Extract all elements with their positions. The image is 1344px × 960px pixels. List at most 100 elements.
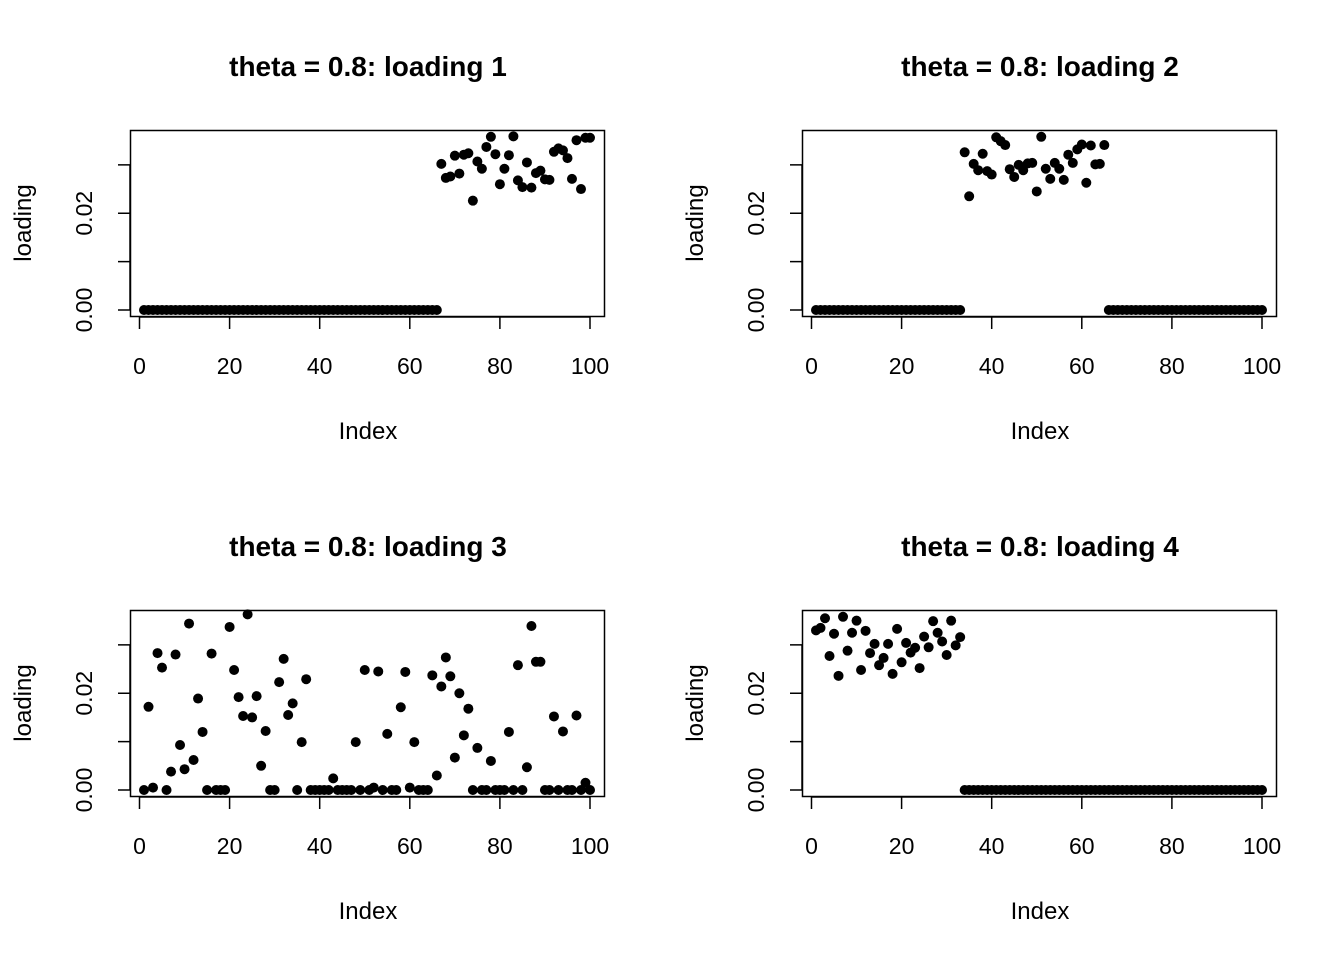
data-point xyxy=(932,627,943,638)
x-tick-label: 80 xyxy=(487,353,513,379)
data-point xyxy=(454,168,465,179)
data-point xyxy=(856,665,867,676)
data-point xyxy=(1031,186,1042,197)
data-point xyxy=(959,147,970,158)
y-axis-label: loading xyxy=(10,184,37,261)
x-tick-label: 0 xyxy=(805,833,818,859)
x-tick-label: 40 xyxy=(979,353,1005,379)
x-tick-label: 60 xyxy=(397,353,423,379)
data-point xyxy=(202,785,213,795)
data-point xyxy=(296,737,307,748)
data-point xyxy=(535,656,546,667)
data-point xyxy=(883,638,894,649)
data-point xyxy=(571,135,582,146)
data-point xyxy=(251,691,262,702)
data-point xyxy=(463,148,474,159)
x-tick-label: 80 xyxy=(1159,833,1185,859)
data-point xyxy=(256,760,267,771)
data-point xyxy=(941,650,952,661)
data-point xyxy=(481,141,492,152)
data-point xyxy=(463,703,474,714)
data-point xyxy=(287,698,298,709)
data-point xyxy=(467,785,478,795)
y-axis-label: loading xyxy=(682,664,709,741)
panel-title: theta = 0.8: loading 4 xyxy=(901,531,1179,562)
data-point xyxy=(373,666,384,677)
data-point xyxy=(508,131,519,142)
data-point xyxy=(436,681,447,692)
data-point xyxy=(269,785,280,795)
data-point xyxy=(517,785,528,795)
data-point xyxy=(833,670,844,681)
data-point xyxy=(521,762,532,773)
data-point xyxy=(887,668,898,679)
data-point xyxy=(557,726,568,737)
x-axis-label: Index xyxy=(1011,898,1070,925)
data-point xyxy=(323,785,334,795)
data-point xyxy=(1004,164,1015,175)
data-point xyxy=(1076,139,1087,150)
data-point xyxy=(503,726,514,737)
data-point xyxy=(557,145,568,156)
x-tick-label: 100 xyxy=(1243,353,1281,379)
data-point xyxy=(1000,140,1011,151)
data-point xyxy=(431,305,442,315)
data-point xyxy=(485,131,496,142)
x-tick-label: 40 xyxy=(307,353,333,379)
data-point xyxy=(977,148,988,159)
data-point xyxy=(139,785,149,795)
x-tick-label: 100 xyxy=(571,833,609,859)
data-point xyxy=(860,625,871,636)
x-tick-label: 80 xyxy=(487,833,513,859)
data-point xyxy=(842,645,853,656)
data-point xyxy=(1040,163,1051,174)
data-point xyxy=(580,777,591,788)
data-point xyxy=(575,184,586,195)
panel-loading-3: theta = 0.8: loading 3 0 20 40 60 80 100 0.00… xyxy=(10,531,609,925)
data-point xyxy=(148,782,159,793)
y-tick-label: 0.00 xyxy=(71,288,97,333)
y-tick-label: 0.00 xyxy=(71,768,97,813)
data-point xyxy=(350,737,361,748)
data-point xyxy=(548,711,559,722)
data-point xyxy=(1257,305,1267,315)
data-point xyxy=(197,726,208,737)
data-point xyxy=(517,182,528,193)
panel-loading-2: theta = 0.8: loading 2 0 20 40 60 80 100 0.00… xyxy=(682,51,1281,445)
data-point xyxy=(193,693,204,704)
data-point xyxy=(445,671,456,682)
data-point xyxy=(535,165,546,176)
data-point xyxy=(937,636,948,647)
y-axis: 0.00 0.02 xyxy=(743,644,803,812)
data-point xyxy=(377,785,388,795)
data-point xyxy=(220,785,231,795)
x-axis: 0 20 40 60 80 100 xyxy=(805,316,1281,379)
data-point xyxy=(292,785,303,795)
data-point xyxy=(431,770,442,781)
x-tick-label: 20 xyxy=(889,353,915,379)
data-point xyxy=(404,782,415,793)
x-tick-label: 100 xyxy=(1243,833,1281,859)
data-point xyxy=(1058,174,1069,185)
data-point xyxy=(512,660,523,671)
data-point xyxy=(544,174,555,185)
y-axis: 0.00 0.02 xyxy=(71,644,131,813)
data-points xyxy=(811,131,1267,315)
data-point xyxy=(188,755,199,766)
data-point xyxy=(449,150,460,161)
x-tick-label: 20 xyxy=(217,833,243,859)
data-point xyxy=(346,785,357,795)
x-axis-label: Index xyxy=(339,898,398,925)
data-points xyxy=(139,131,595,315)
data-point xyxy=(585,132,595,143)
x-tick-label: 40 xyxy=(307,833,333,859)
data-point xyxy=(494,179,505,190)
data-point xyxy=(359,665,370,676)
data-point xyxy=(229,665,240,676)
x-tick-label: 80 xyxy=(1159,353,1185,379)
data-point xyxy=(449,752,460,763)
y-axis-label: loading xyxy=(682,184,709,261)
plot-frame xyxy=(129,129,606,318)
x-tick-label: 0 xyxy=(133,353,146,379)
x-tick-label: 40 xyxy=(979,833,1005,859)
